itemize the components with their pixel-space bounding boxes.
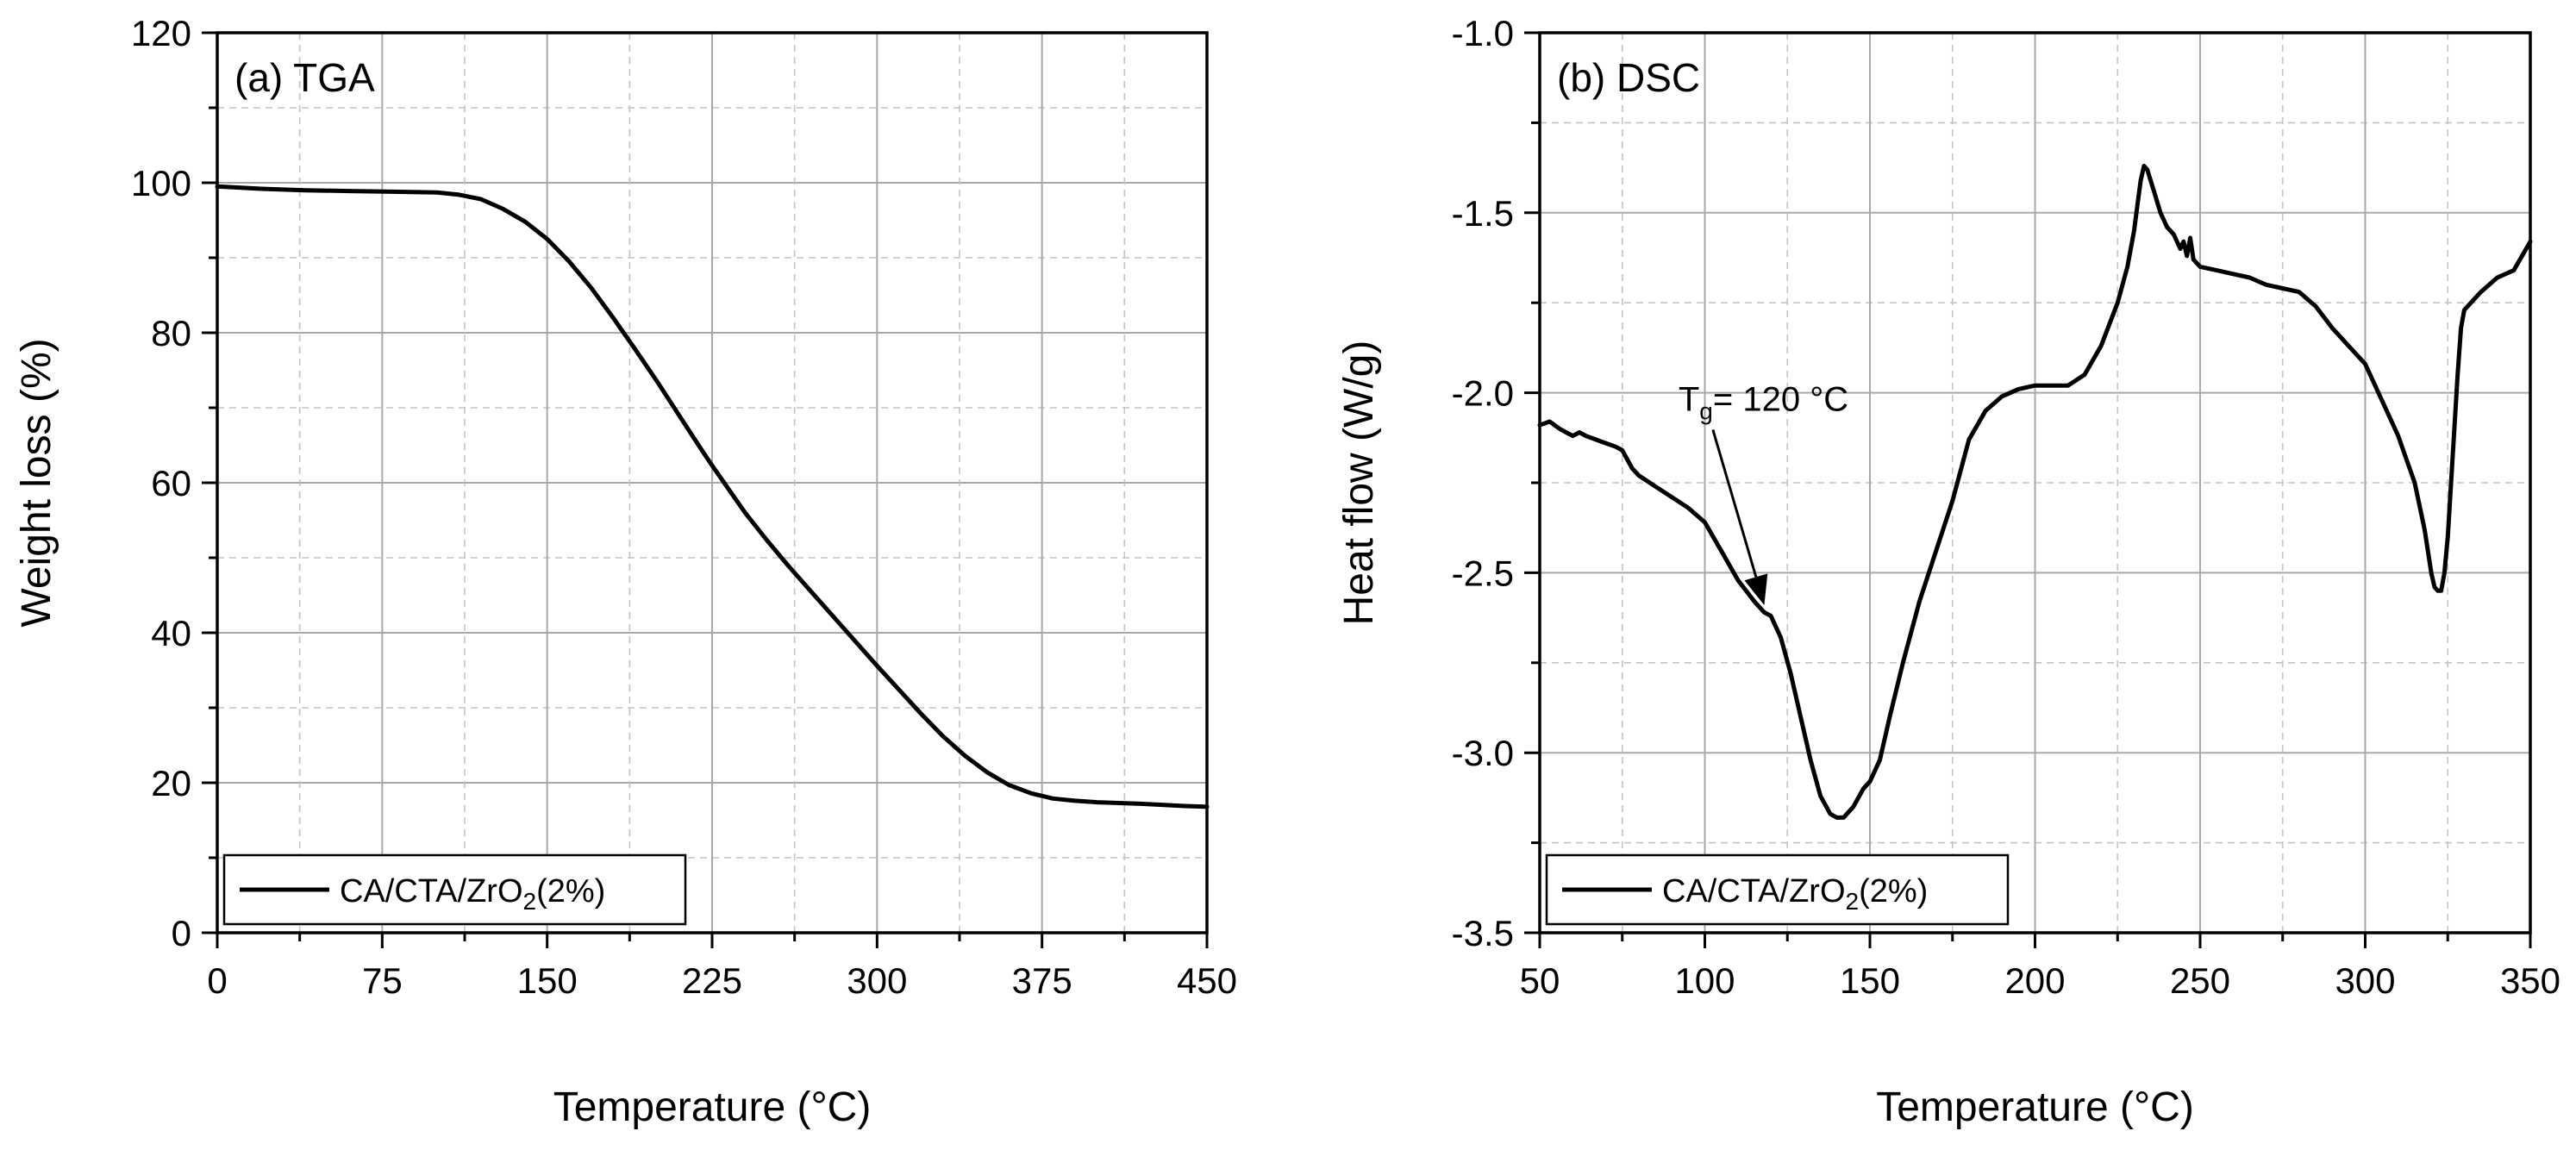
tga-legend: CA/CTA/ZrO2(2%) <box>222 853 687 926</box>
tg-annotation-sub: g <box>1699 397 1713 424</box>
dsc-x-tick-label: 350 <box>2500 960 2560 1001</box>
dsc-y-tick-label: -1.5 <box>1452 193 1514 234</box>
dsc-y-tick-label: -1.0 <box>1452 13 1514 53</box>
dsc-panel-label: (b) DSC <box>1557 55 1700 100</box>
dsc-y-tick-label: -2.0 <box>1452 373 1514 414</box>
tga-legend-label: CA/CTA/ZrO2(2%) <box>340 873 605 915</box>
dsc-y-axis-title: Heat flow (W/g) <box>1336 341 1382 626</box>
dsc-series-line <box>1537 164 2533 820</box>
dsc-plot-frame <box>1538 31 2532 934</box>
dsc-x-tick-label: 250 <box>2170 960 2230 1001</box>
dsc-y-tick-label: -3.5 <box>1452 913 1514 953</box>
dsc-x-tick-label: 200 <box>2004 960 2065 1001</box>
tga-x-axis-title: Temperature (°C) <box>553 1084 872 1130</box>
dsc-legend-text-suffix: (2%) <box>1859 873 1928 909</box>
tga-x-tick-label: 300 <box>847 960 907 1001</box>
tga-x-tick-label: 450 <box>1177 960 1237 1001</box>
tga-legend-text-main: CA/CTA/ZrO <box>340 873 523 909</box>
dsc-y-tick-label: -2.5 <box>1452 553 1514 593</box>
tga-y-tick-label: 100 <box>131 163 191 203</box>
tga-y-tick-label: 40 <box>151 613 191 653</box>
tga-y-tick-label: 0 <box>172 913 191 953</box>
tga-grid <box>217 33 1207 933</box>
dsc-tg-arrow-head <box>1744 573 1768 605</box>
tga-y-axis-title: Weight loss (%) <box>14 338 59 627</box>
dsc-x-tick-label: 300 <box>2335 960 2395 1001</box>
tga-panel: 0 75 150 225 300 375 450 0 20 40 60 80 100 120 (a) TGA… <box>14 13 1237 1130</box>
tga-x-tick-label: 225 <box>682 960 742 1001</box>
dsc-x-axis-title: Temperature (°C) <box>1876 1084 2194 1130</box>
dsc-legend: CA/CTA/ZrO2(2%) <box>1545 853 2010 926</box>
tga-legend-text-sub: 2 <box>523 888 537 915</box>
dsc-y-tick-label: -3.0 <box>1452 733 1514 773</box>
tga-plot-frame <box>216 31 1209 934</box>
tga-x-tick-label: 75 <box>362 960 403 1001</box>
dsc-x-tick-label: 50 <box>1520 960 1560 1001</box>
tga-ticks <box>202 31 1209 948</box>
dsc-tg-annotation: Tg= 120 °C <box>1679 380 1848 424</box>
tg-annotation-rest: = 120 °C <box>1713 380 1848 418</box>
dsc-x-tick-label: 150 <box>1840 960 1900 1001</box>
tga-legend-text-suffix: (2%) <box>536 873 605 909</box>
dsc-ticks <box>1524 31 2532 948</box>
tga-y-tick-label: 60 <box>151 463 191 503</box>
tga-legend-box <box>222 853 687 926</box>
tga-x-tick-label: 150 <box>517 960 578 1001</box>
dsc-legend-text-main: CA/CTA/ZrO <box>1662 873 1846 909</box>
tg-annotation-main: T <box>1679 380 1699 418</box>
tga-series-line <box>215 184 1210 809</box>
tga-panel-label: (a) TGA <box>234 55 375 100</box>
dsc-x-tick-label: 100 <box>1674 960 1735 1001</box>
tga-y-tick-label: 80 <box>151 313 191 353</box>
dsc-grid <box>1540 33 2530 933</box>
dsc-legend-text-sub: 2 <box>1846 888 1860 915</box>
tga-y-tick-label: 20 <box>151 763 191 803</box>
dsc-legend-label: CA/CTA/ZrO2(2%) <box>1662 873 1928 915</box>
tga-x-tick-label: 0 <box>207 960 227 1001</box>
dsc-tg-arrow-shaft <box>1711 429 1758 578</box>
dsc-panel: 50 100 150 200 250 300 350 -3.5 -3.0 -2.5 -2.0 -1.5… <box>1336 13 2560 1130</box>
tga-x-tick-label: 375 <box>1012 960 1072 1001</box>
tga-y-tick-label: 120 <box>131 13 191 53</box>
